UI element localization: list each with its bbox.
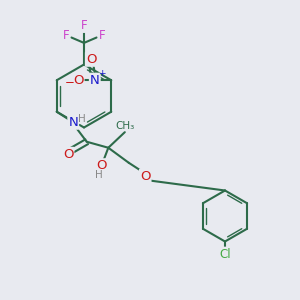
Text: −: − [65, 76, 75, 89]
Text: O: O [97, 159, 107, 172]
Text: H: H [78, 114, 86, 124]
Text: F: F [81, 19, 87, 32]
Text: O: O [140, 170, 151, 183]
Text: F: F [63, 29, 69, 42]
Text: O: O [73, 74, 83, 87]
Text: H: H [95, 170, 103, 180]
Text: CH₃: CH₃ [116, 121, 135, 130]
Text: +: + [98, 69, 105, 78]
Text: N: N [90, 74, 100, 87]
Text: O: O [86, 53, 96, 66]
Text: Cl: Cl [219, 248, 231, 261]
Text: O: O [63, 148, 74, 161]
Text: F: F [99, 29, 105, 42]
Text: N: N [68, 116, 78, 129]
